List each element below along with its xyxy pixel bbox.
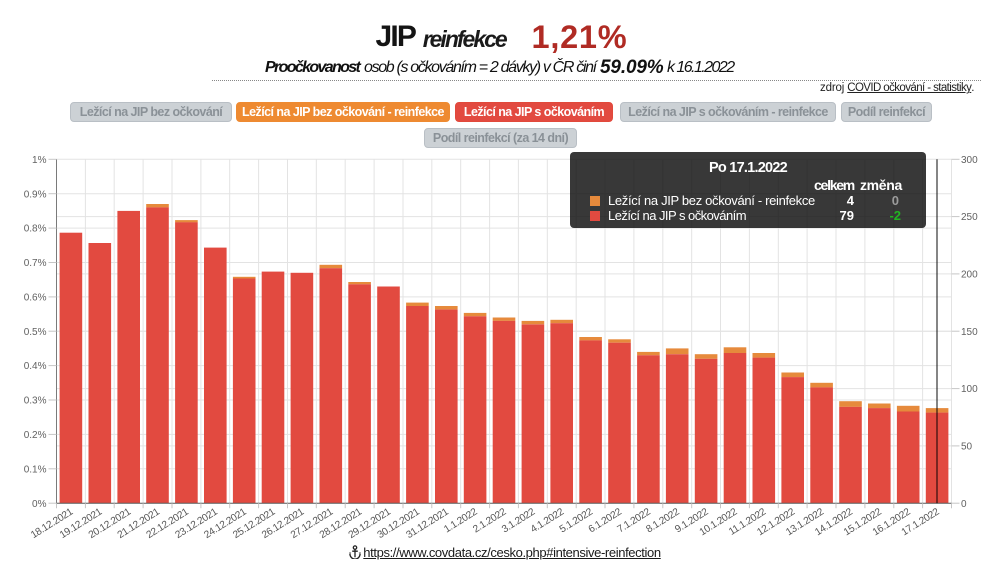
svg-text:1%: 1% bbox=[32, 155, 47, 166]
svg-text:100: 100 bbox=[961, 384, 978, 395]
svg-text:250: 250 bbox=[961, 212, 978, 223]
svg-text:300: 300 bbox=[961, 155, 978, 166]
svg-text:150: 150 bbox=[961, 327, 978, 338]
svg-text:0.6%: 0.6% bbox=[24, 293, 47, 304]
svg-text:0.5%: 0.5% bbox=[24, 327, 47, 338]
svg-text:0: 0 bbox=[961, 499, 967, 510]
svg-text:200: 200 bbox=[961, 270, 978, 281]
svg-text:0.3%: 0.3% bbox=[24, 396, 47, 407]
svg-text:0.7%: 0.7% bbox=[24, 258, 47, 269]
svg-text:0.2%: 0.2% bbox=[24, 430, 47, 441]
svg-text:0.1%: 0.1% bbox=[24, 464, 47, 475]
svg-text:50: 50 bbox=[961, 442, 973, 453]
svg-text:0.4%: 0.4% bbox=[24, 361, 47, 372]
svg-text:0.9%: 0.9% bbox=[24, 189, 47, 200]
svg-text:0.8%: 0.8% bbox=[24, 224, 47, 235]
svg-text:0%: 0% bbox=[32, 499, 47, 510]
